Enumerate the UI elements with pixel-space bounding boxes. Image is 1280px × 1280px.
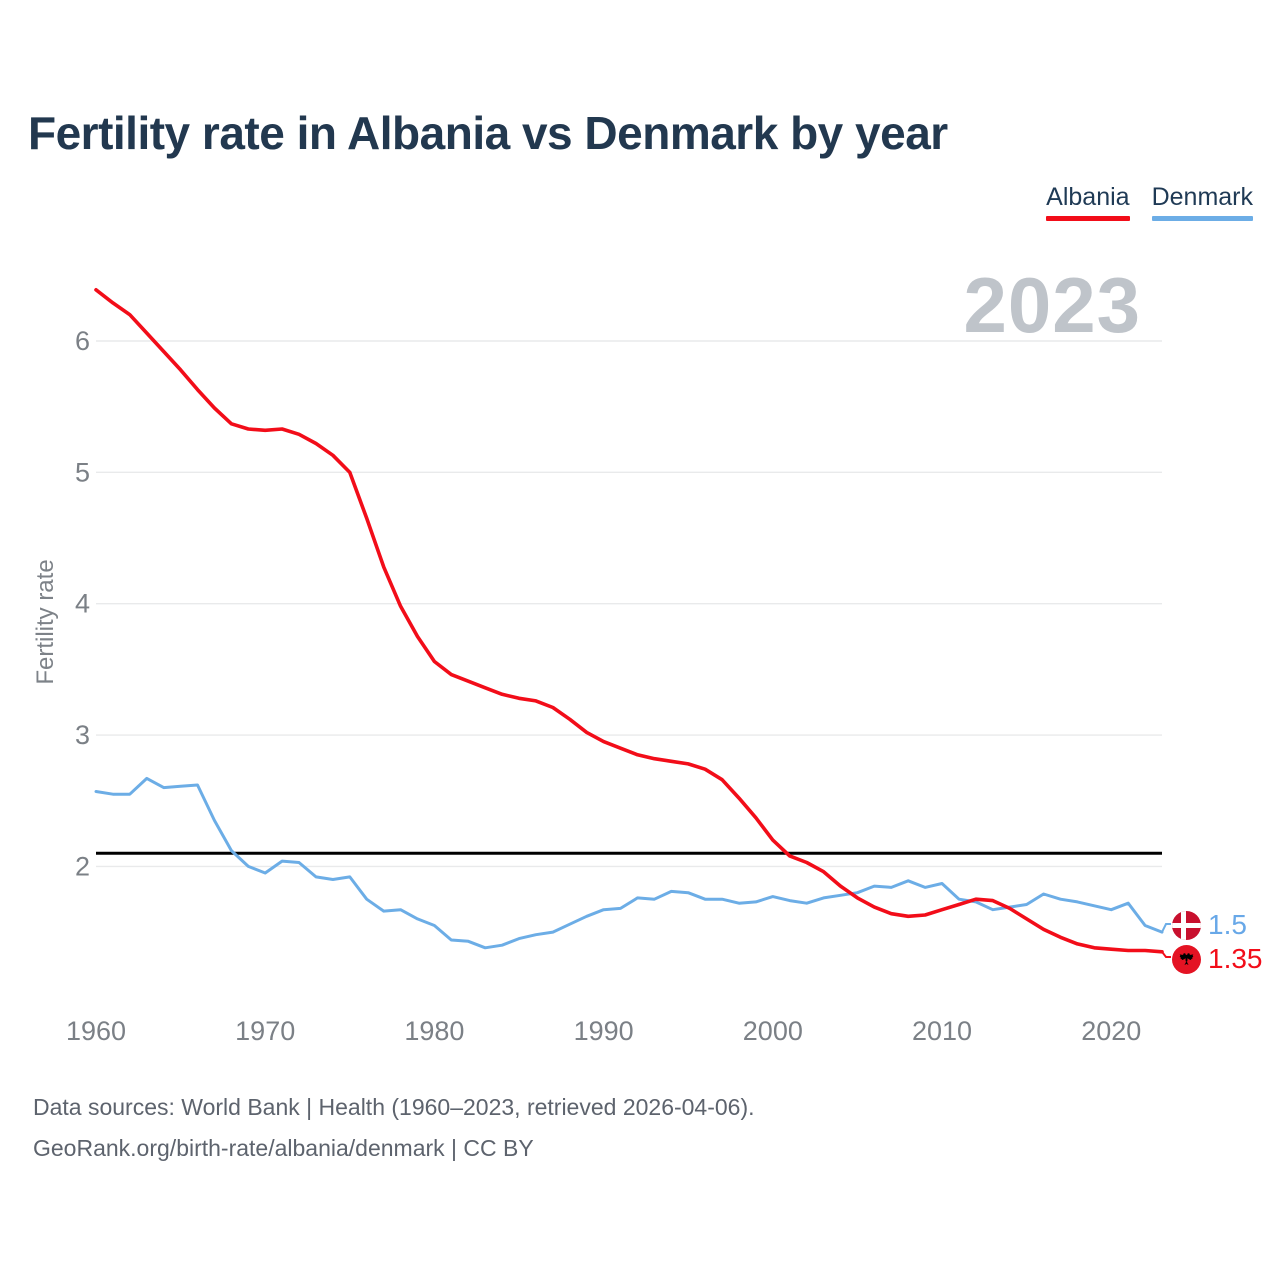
legend: Albania Denmark (1046, 183, 1253, 221)
end-value-albania: 1.35 (1208, 943, 1263, 974)
y-tick-label-6: 6 (75, 326, 90, 356)
x-tick-label-2010: 2010 (912, 1016, 972, 1046)
legend-color-bar-denmark (1151, 216, 1253, 221)
footer-source-line: Data sources: World Bank | Health (1960–… (33, 1094, 755, 1120)
y-tick-label-2: 2 (75, 851, 90, 881)
legend-item-denmark[interactable]: Denmark (1151, 183, 1253, 221)
chart-title: Fertility rate in Albania vs Denmark by … (28, 107, 948, 159)
denmark-flag-icon (1172, 910, 1201, 940)
end-label-albania: 1.35 (1172, 943, 1263, 975)
x-tick-label-2020: 2020 (1081, 1016, 1141, 1046)
x-tick-label-1980: 1980 (404, 1016, 464, 1046)
x-tick-label-1970: 1970 (235, 1016, 295, 1046)
watermark-year: 2023 (963, 261, 1141, 349)
legend-label-denmark: Denmark (1151, 183, 1253, 211)
leader-denmark (1161, 923, 1171, 933)
end-value-denmark: 1.5 (1208, 909, 1247, 940)
legend-color-bar-albania (1046, 216, 1130, 221)
end-label-denmark: 1.5 (1172, 909, 1247, 941)
double-headed-eagle-icon (1179, 952, 1194, 965)
y-tick-label-3: 3 (75, 720, 90, 750)
leader-albania (1161, 951, 1171, 958)
legend-label-albania: Albania (1046, 183, 1130, 211)
footer-link-line: GeoRank.org/birth-rate/albania/denmark |… (33, 1135, 534, 1161)
footer: Data sources: World Bank | Health (1960–… (33, 1087, 755, 1169)
x-tick-label-2000: 2000 (743, 1016, 803, 1046)
y-tick-label-4: 4 (75, 589, 90, 619)
x-tick-label-1960: 1960 (66, 1016, 126, 1046)
series-line-denmark (94, 776, 1164, 950)
series-line-albania (94, 287, 1164, 954)
legend-item-albania[interactable]: Albania (1046, 183, 1130, 221)
x-tick-label-1990: 1990 (574, 1016, 634, 1046)
y-tick-label-5: 5 (75, 457, 90, 487)
albania-flag-icon (1172, 944, 1201, 974)
